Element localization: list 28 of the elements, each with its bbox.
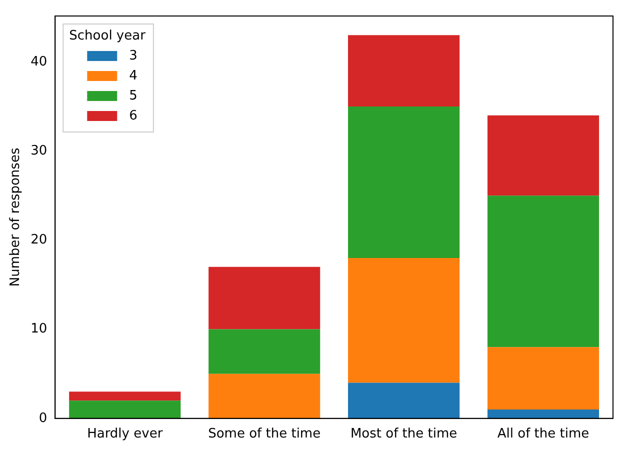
y-tick-label: 0 [38, 410, 48, 426]
bar [208, 329, 320, 374]
x-tick-label: All of the time [497, 426, 590, 442]
bar [69, 392, 181, 401]
legend-label: 3 [129, 48, 138, 64]
legend-title: School year [69, 28, 146, 44]
bar [348, 35, 460, 106]
y-tick-label: 40 [30, 54, 48, 70]
legend-label: 4 [129, 68, 138, 84]
bar [348, 258, 460, 383]
bar [487, 347, 600, 410]
bar [487, 409, 600, 418]
y-axis-title: Number of responses [8, 148, 24, 287]
bar [69, 400, 181, 418]
y-tick-label: 30 [30, 143, 48, 158]
y-tick-label: 10 [30, 322, 48, 337]
x-tick-label: Hardly ever [87, 426, 164, 442]
bar [487, 196, 600, 348]
bar [487, 115, 600, 196]
legend-label: 5 [129, 88, 138, 104]
bar [348, 106, 460, 258]
x-tick-label: Some of the time [208, 426, 321, 442]
bar [348, 382, 460, 418]
legend-label: 6 [129, 108, 138, 124]
bar [208, 266, 320, 330]
y-tick-label: 20 [30, 232, 48, 248]
x-tick-label: Most of the time [350, 426, 458, 442]
bar [208, 374, 320, 418]
